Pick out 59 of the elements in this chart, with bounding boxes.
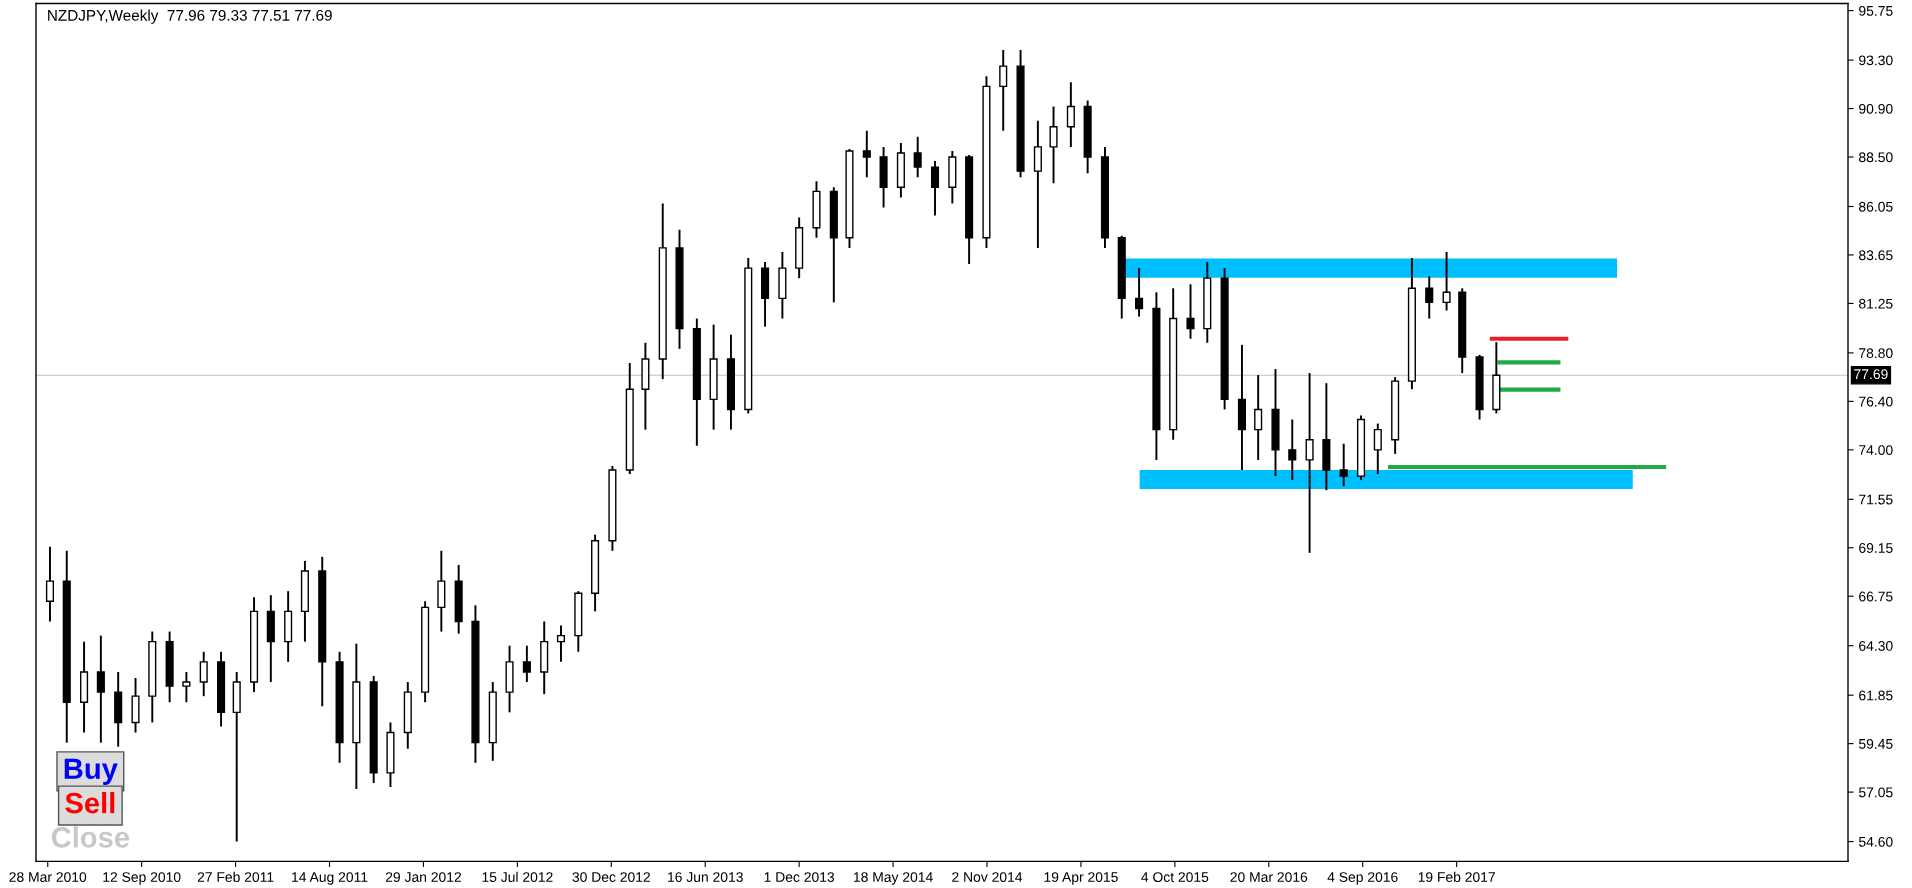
candlestick xyxy=(913,135,922,179)
candlestick xyxy=(45,545,55,623)
x-tick-label: 12 Sep 2010 xyxy=(103,872,181,885)
candlestick xyxy=(1288,418,1297,482)
candlestick xyxy=(1339,442,1348,488)
candlestick xyxy=(1186,283,1195,340)
candlestick xyxy=(862,129,871,179)
y-tick-label: 61.85 xyxy=(1859,690,1893,701)
y-tick-label: 71.55 xyxy=(1859,494,1893,505)
y-tick-label: 88.50 xyxy=(1859,152,1893,163)
y-tick-label: 90.90 xyxy=(1859,103,1893,114)
x-tick-label: 16 Jun 2013 xyxy=(668,872,743,882)
candlestick xyxy=(1066,81,1075,148)
candlestick xyxy=(182,670,191,704)
y-tick-label: 59.45 xyxy=(1858,738,1893,749)
annotation: Sell xyxy=(65,792,115,814)
candlestick xyxy=(1373,422,1382,476)
x-tick-label: 27 Feb 2011 xyxy=(197,871,274,882)
y-tick-label: 86.05 xyxy=(1859,201,1893,212)
x-tick-label: 18 May 2014 xyxy=(853,872,933,885)
y-tick-label: 69.15 xyxy=(1859,543,1893,553)
x-tick-label: 4 Oct 2015 xyxy=(1141,872,1209,882)
y-tick-label: 76.40 xyxy=(1859,396,1893,407)
y-tick-label: 57.05 xyxy=(1858,787,1893,798)
x-tick-label: 28 Mar 2010 xyxy=(9,872,87,882)
y-tick-label: 83.65 xyxy=(1859,250,1893,261)
y-tick-label: 93.30 xyxy=(1859,55,1893,66)
candlestick xyxy=(1049,105,1058,185)
x-tick-label: 14 Aug 2011 xyxy=(292,872,368,885)
candlestick xyxy=(1425,275,1434,320)
candlestick xyxy=(1135,267,1144,318)
y-tick-label: 81.25 xyxy=(1859,298,1893,309)
annotation: Buy xyxy=(64,758,118,785)
y-tick-label: 74.00 xyxy=(1859,445,1893,455)
y-tick-label: 66.75 xyxy=(1859,591,1893,602)
ref-line-label: 77.69 xyxy=(1854,369,1888,380)
y-tick-label: 64.30 xyxy=(1859,641,1893,651)
candlestick xyxy=(1305,372,1314,554)
candlestick xyxy=(556,624,566,663)
candlestick xyxy=(1442,250,1451,312)
x-tick-label: 2 Nov 2014 xyxy=(952,872,1023,882)
y-tick-label: 95.75 xyxy=(1859,5,1893,16)
x-tick-label: 19 Feb 2017 xyxy=(1418,871,1495,882)
x-tick-label: 29 Jan 2012 xyxy=(385,872,461,882)
candlestick xyxy=(522,644,531,684)
y-tick-label: 78.80 xyxy=(1859,348,1893,359)
x-tick-label: 1 Dec 2013 xyxy=(764,872,835,882)
x-tick-label: 4 Sep 2016 xyxy=(1327,872,1398,885)
x-tick-label: 15 Jul 2012 xyxy=(482,871,553,882)
y-tick-label: 54.60 xyxy=(1858,836,1893,847)
candlestick xyxy=(930,160,940,217)
candlestick xyxy=(999,49,1008,132)
x-tick-label: 20 Mar 2016 xyxy=(1230,872,1308,882)
chart-title: NZDJPY,Weekly 77.96 79.33 77.51 77.69 xyxy=(48,9,332,24)
candlestick xyxy=(1254,374,1263,461)
x-tick-label: 30 Dec 2012 xyxy=(572,872,650,882)
x-tick-label: 19 Apr 2015 xyxy=(1044,872,1118,885)
candlestick xyxy=(96,634,105,744)
candlestick xyxy=(199,650,208,698)
